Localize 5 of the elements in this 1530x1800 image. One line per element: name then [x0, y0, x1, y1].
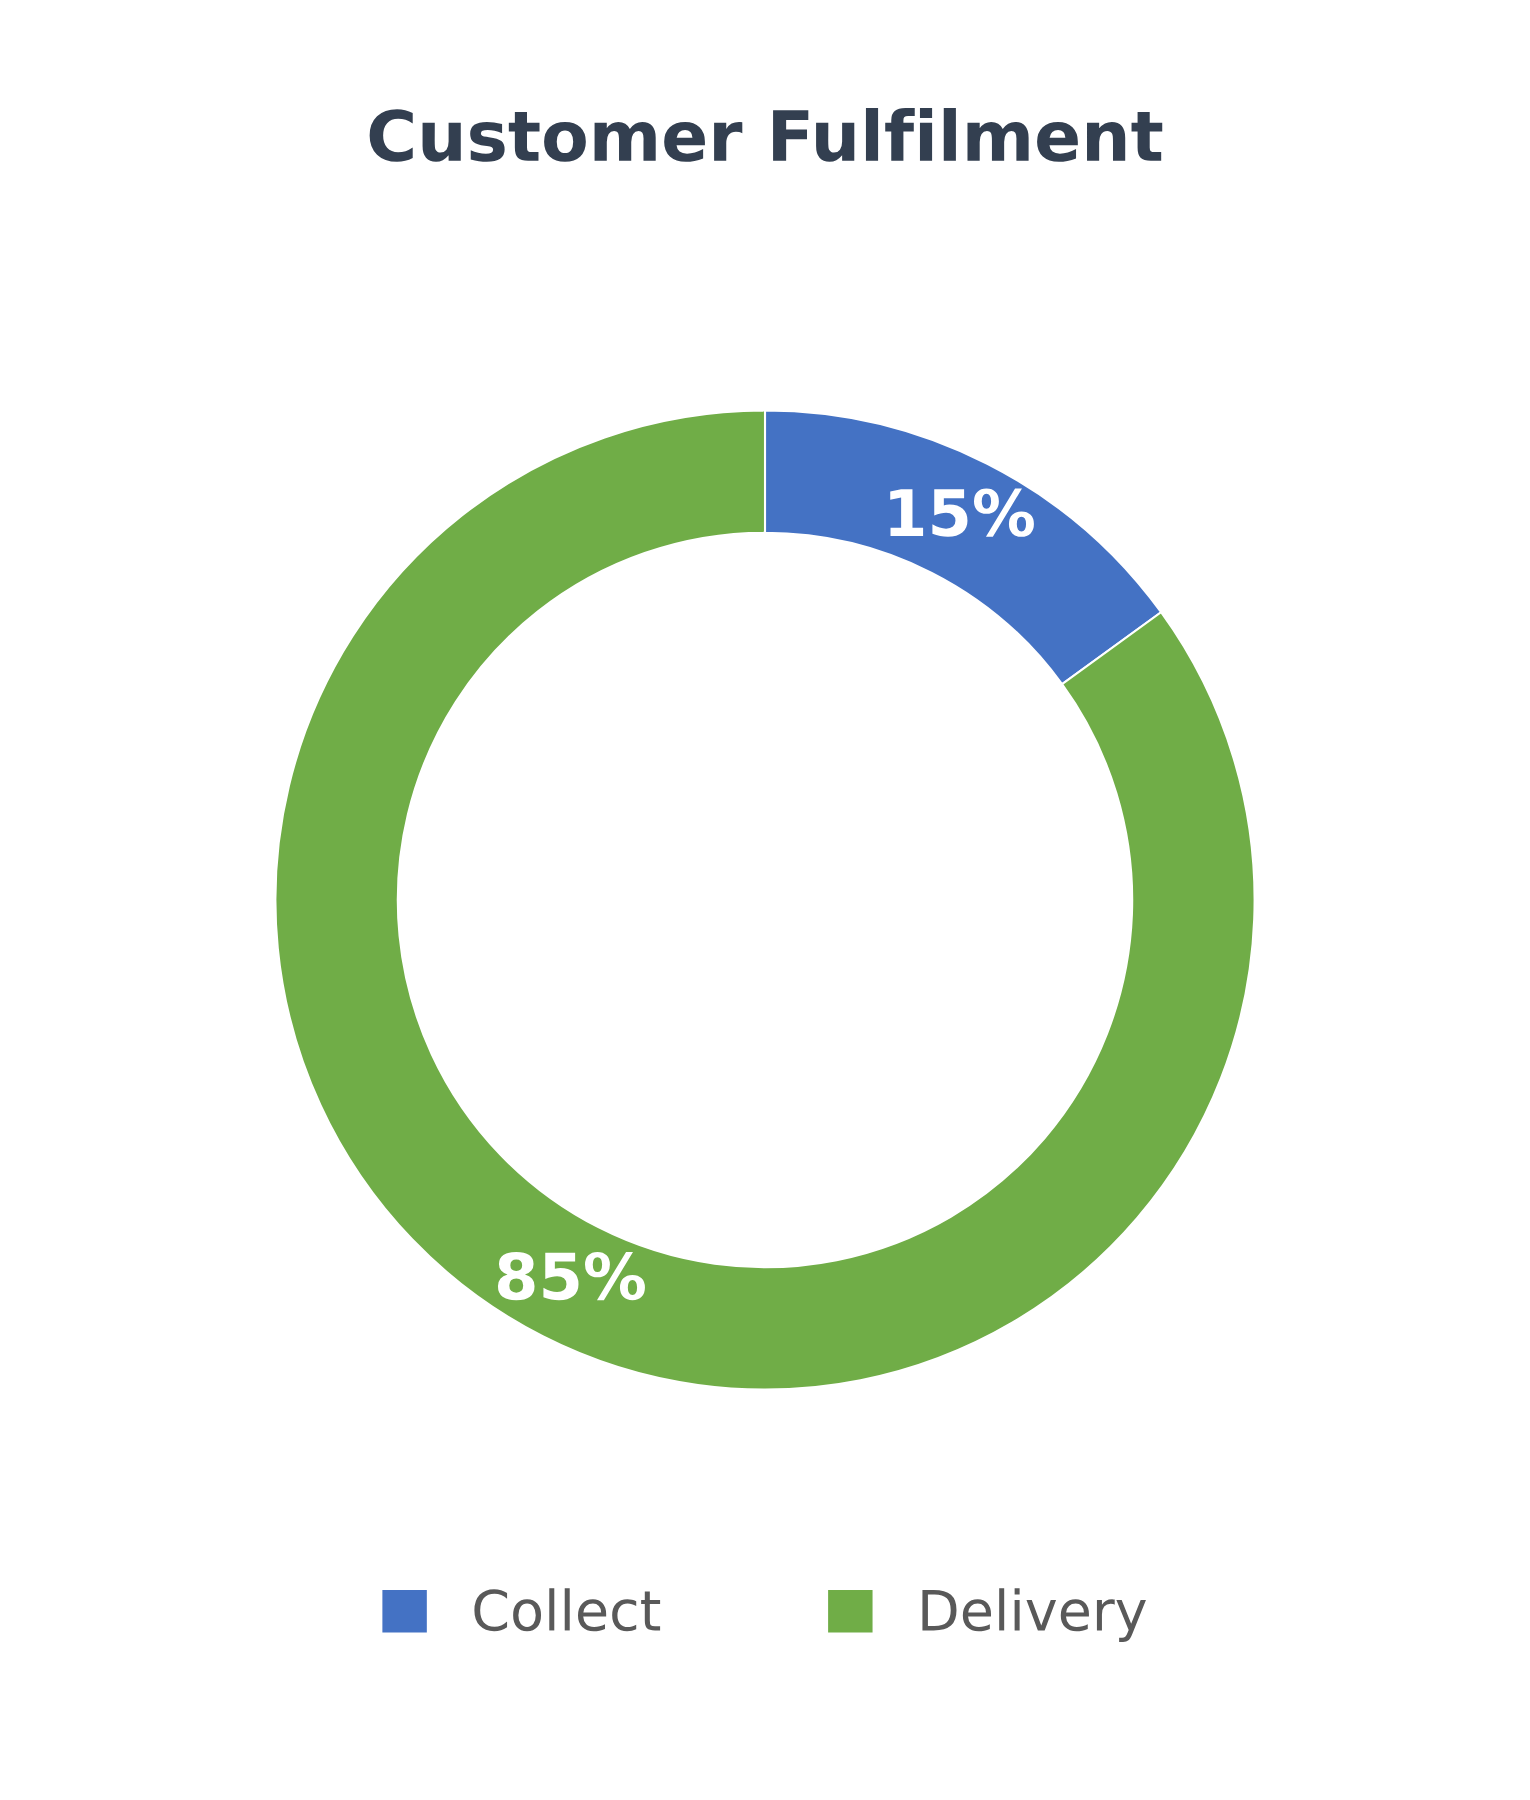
legend-label: Collect — [474, 1588, 661, 1632]
legend-label: Delivery — [922, 1588, 1146, 1642]
chart-title: Customer Fulfilment — [369, 108, 1163, 162]
data-label: 15% — [890, 488, 1034, 537]
data-label: 85% — [497, 1251, 645, 1301]
